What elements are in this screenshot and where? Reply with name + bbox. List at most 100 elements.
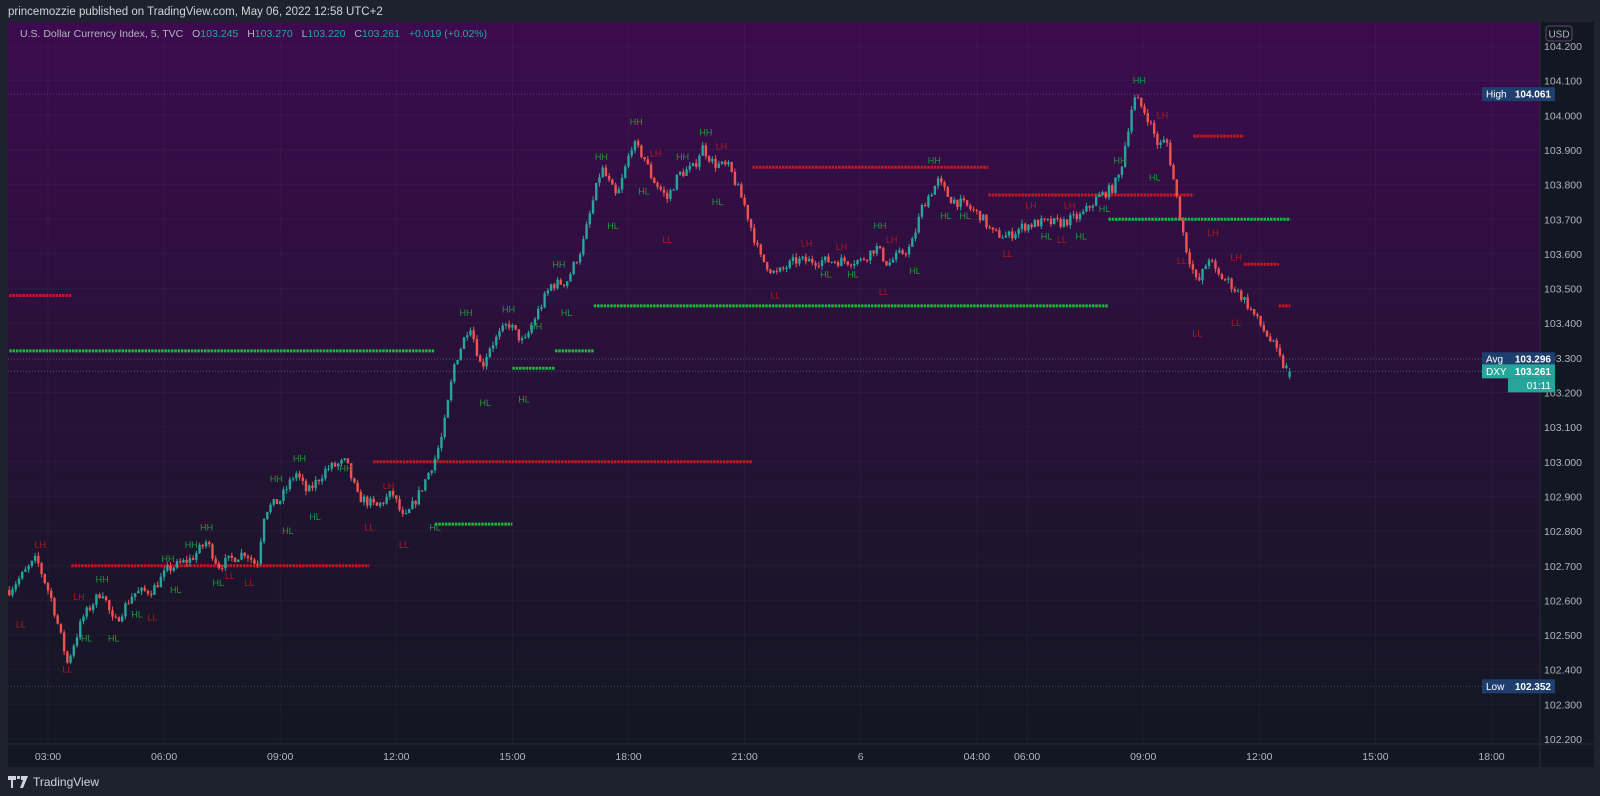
candle-body xyxy=(1233,289,1236,292)
candle-body xyxy=(1120,166,1124,176)
pivot-label-hh: HH xyxy=(676,152,689,162)
candle-body xyxy=(1204,265,1207,270)
candle-body xyxy=(575,262,579,264)
tradingview-logo-icon[interactable] xyxy=(8,776,28,788)
candle-body xyxy=(656,183,659,187)
pivot-label-hl: HL xyxy=(712,197,724,207)
candle-body xyxy=(982,214,985,221)
candle-body xyxy=(301,477,304,481)
low-marker-background xyxy=(1482,679,1555,694)
candle-body xyxy=(272,499,275,505)
candle-body xyxy=(749,219,753,228)
avg-marker-background xyxy=(1482,352,1555,367)
candle-body xyxy=(1246,297,1249,309)
candle-body xyxy=(1049,218,1053,225)
candle-body xyxy=(614,184,617,194)
candle-body xyxy=(817,265,820,267)
candle-body xyxy=(308,485,311,492)
price-markers: High 104.061 Low 102.352 Avg 103.296 DXY 103.26… xyxy=(1482,87,1555,694)
candle-body xyxy=(1075,214,1078,220)
avg-marker-value: 103.296 xyxy=(1515,355,1552,366)
candle-body xyxy=(1133,97,1137,110)
candle-body xyxy=(220,568,224,570)
candle-body xyxy=(627,155,630,167)
time-tick-label: 06:00 xyxy=(1014,751,1040,763)
brand-name[interactable]: TradingView xyxy=(33,775,100,789)
high-marker-background xyxy=(1482,87,1555,102)
candle-body xyxy=(949,196,953,204)
candle-body xyxy=(962,198,966,201)
candle-body xyxy=(946,187,949,197)
candle-body xyxy=(569,273,572,282)
pivot-label-hh: HH xyxy=(529,322,542,332)
candle-body xyxy=(198,544,201,554)
candle-body xyxy=(514,325,517,330)
candle-body xyxy=(795,257,798,264)
candle-body xyxy=(1236,290,1240,292)
price-axis[interactable]: 104.200 104.100 104.000 103.900 103.800 103.7… xyxy=(1544,41,1582,746)
candle-body xyxy=(237,559,240,562)
close-value: 103.261 xyxy=(362,28,400,40)
candle-body xyxy=(1178,196,1182,220)
price-tick-label: 103.900 xyxy=(1544,145,1582,157)
price-tick-label: 102.600 xyxy=(1544,595,1582,607)
chart-frame[interactable]: LL LH LL LH HL HH HL HL LL HH HL HH HH HL LL LL HH HH HL HL… xyxy=(8,22,1594,767)
candle-body xyxy=(1130,109,1133,132)
time-tick-label: 06:00 xyxy=(151,751,177,763)
candle-body xyxy=(1143,106,1146,113)
pivot-label-ll: LL xyxy=(16,620,26,630)
candle-body xyxy=(1104,192,1107,198)
candle-body xyxy=(601,167,604,178)
pivot-label-hh: HH xyxy=(270,474,283,484)
candle-body xyxy=(201,544,204,547)
time-axis[interactable]: 03:00 06:00 09:00 12:00 15:00 18:00 21:00 6 04:0… xyxy=(35,751,1505,763)
pivot-label-hl: HL xyxy=(909,266,921,276)
time-tick-label: 09:00 xyxy=(1130,751,1156,763)
candle-body xyxy=(904,253,908,255)
candle-body xyxy=(1285,365,1288,368)
candle-body xyxy=(37,555,40,564)
candle-body xyxy=(711,159,714,162)
candle-body xyxy=(862,258,866,260)
candle-body xyxy=(417,490,421,505)
pivot-label-hh: HH xyxy=(339,464,352,474)
symbol-legend[interactable]: U.S. Dollar Currency Index, 5, TVC O103.… xyxy=(20,28,487,40)
candle-body xyxy=(1223,279,1227,281)
candle-body xyxy=(1117,175,1120,178)
price-tick-label: 103.400 xyxy=(1544,318,1582,330)
pivot-label-lh: LH xyxy=(1025,200,1037,210)
price-tick-label: 102.700 xyxy=(1544,561,1582,573)
currency-badge[interactable]: USD xyxy=(1545,25,1573,42)
candle-body xyxy=(404,513,408,515)
candle-body xyxy=(859,258,862,261)
pivot-label-hh: HH xyxy=(185,540,198,550)
candle-body xyxy=(46,583,50,591)
candle-body xyxy=(1030,224,1033,227)
high-label: H xyxy=(247,28,255,40)
candle-body xyxy=(472,330,475,340)
candle-body xyxy=(298,473,301,478)
candle-body xyxy=(940,178,943,183)
currency-badge-border xyxy=(1545,25,1573,42)
candle-body xyxy=(1188,252,1191,265)
candle-body xyxy=(162,570,166,577)
candle-body xyxy=(491,345,495,349)
candle-body xyxy=(765,262,769,270)
candle-body xyxy=(1265,330,1269,337)
candle-body xyxy=(985,214,988,228)
candle-body xyxy=(617,189,621,194)
pivot-label-hh: HH xyxy=(502,304,515,314)
pivot-label-lh: LH xyxy=(1157,110,1169,120)
candle-body xyxy=(259,541,263,564)
pivot-label-hl: HL xyxy=(638,187,650,197)
candle-body xyxy=(69,655,72,663)
candle-body xyxy=(1101,192,1104,195)
candle-body xyxy=(775,270,779,272)
candle-body xyxy=(807,258,811,262)
price-tick-label: 102.800 xyxy=(1544,526,1582,538)
candle-body xyxy=(353,478,356,483)
candle-body xyxy=(917,216,920,233)
candle-body xyxy=(740,184,743,198)
candle-body xyxy=(1040,218,1043,227)
